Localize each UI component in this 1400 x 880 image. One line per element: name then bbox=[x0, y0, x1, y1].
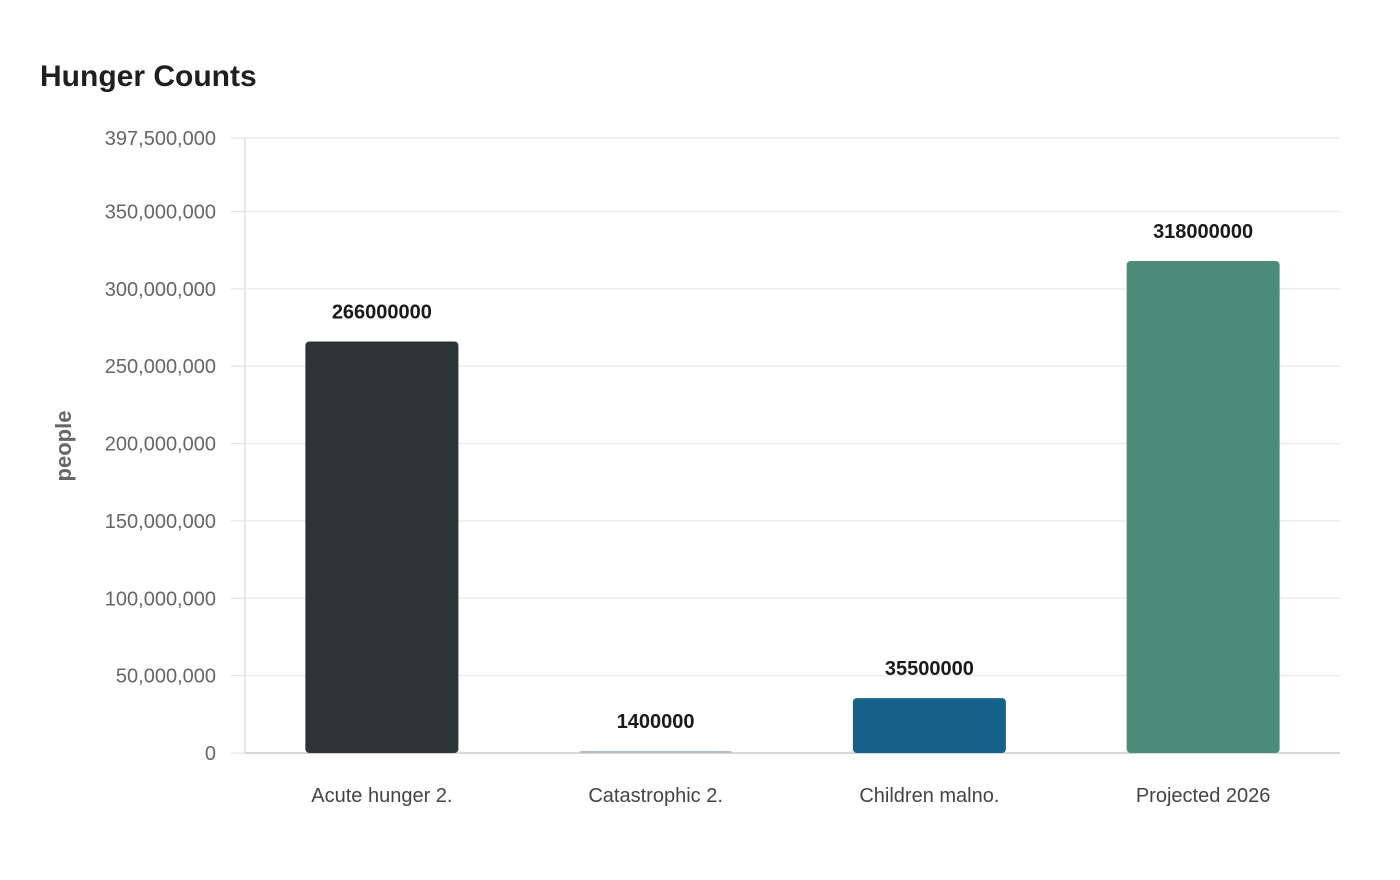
bar bbox=[852, 698, 1006, 753]
labels: 0 50,000,000 100,000,000 150,000,000 200,000… bbox=[105, 128, 1271, 807]
x-tick-label: Children malno. bbox=[859, 785, 999, 807]
y-tick-label: 0 bbox=[205, 743, 216, 765]
y-tick-label: 150,000,000 bbox=[105, 511, 216, 533]
y-tick-label: 200,000,000 bbox=[105, 434, 216, 456]
bars bbox=[305, 261, 1280, 753]
y-tick-label: 50,000,000 bbox=[116, 666, 216, 688]
data-label: 266000000 bbox=[332, 301, 432, 323]
data-label: 35500000 bbox=[885, 658, 974, 680]
y-tick-label: 100,000,000 bbox=[105, 588, 216, 610]
x-tick-label: Acute hunger 2. bbox=[311, 785, 452, 807]
data-label: 1400000 bbox=[617, 711, 695, 733]
bar bbox=[579, 750, 733, 753]
y-tick-label: 350,000,000 bbox=[105, 201, 216, 223]
y-axis-title: people bbox=[51, 411, 76, 482]
bar bbox=[1126, 261, 1280, 753]
chart-title: Hunger Counts bbox=[40, 60, 257, 93]
x-tick-label: Catastrophic 2. bbox=[588, 785, 723, 807]
x-tick-label: Projected 2026 bbox=[1136, 785, 1271, 807]
y-tick-label: 250,000,000 bbox=[105, 356, 216, 378]
bar bbox=[305, 341, 459, 753]
data-label: 318000000 bbox=[1153, 221, 1253, 243]
y-tick-label: 397,500,000 bbox=[105, 128, 216, 150]
y-tick-label: 300,000,000 bbox=[105, 279, 216, 301]
